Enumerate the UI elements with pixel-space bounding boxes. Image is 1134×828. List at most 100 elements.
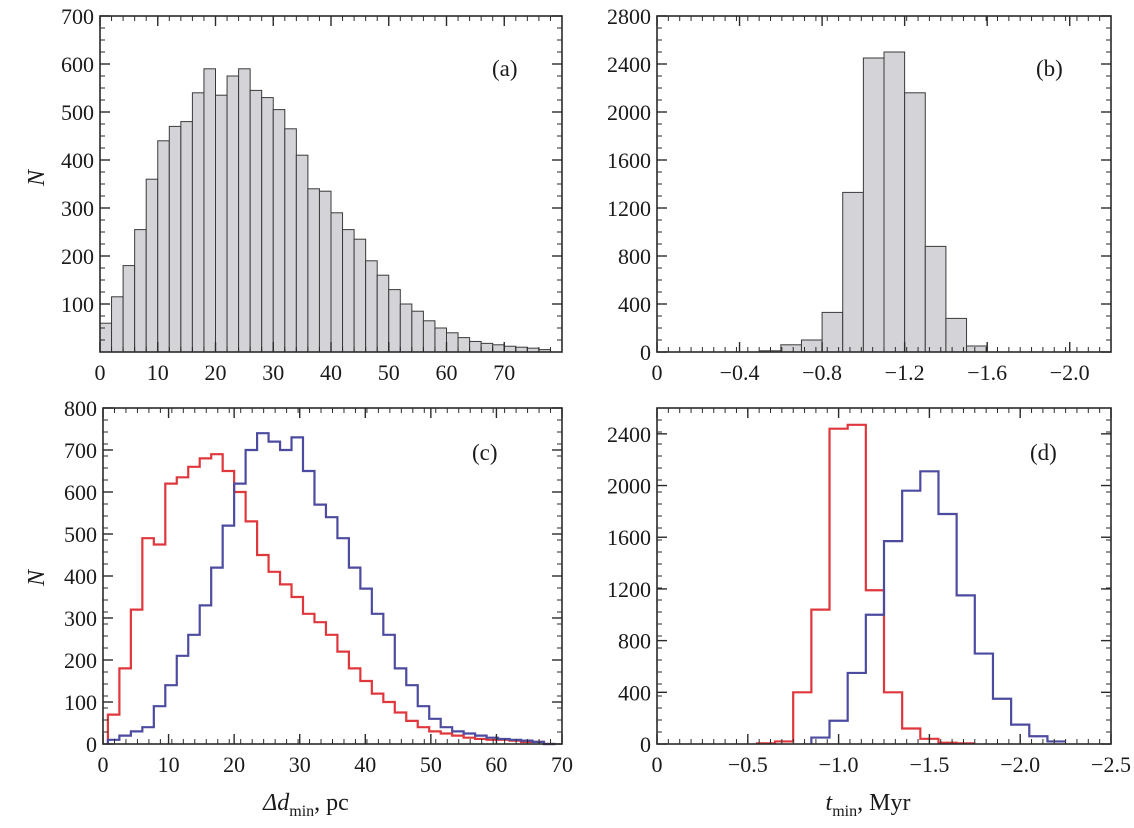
panel-c-xtick-label-5: 50 [420, 752, 442, 777]
panel-a-ytick-label-2: 300 [61, 196, 94, 221]
panel-d-label: (d) [1030, 440, 1057, 465]
panel-a-bar-15 [272, 109, 286, 353]
panel-a-bar-16 [284, 128, 297, 353]
panel-a-bar-31 [457, 337, 471, 353]
panel-a-bar-12 [238, 68, 251, 353]
panel-c-ticks [102, 407, 563, 745]
panel-c-x-axis-unit: , pc [314, 790, 349, 816]
panel-d-x-axis-symbol: t [826, 790, 834, 816]
panel-a-bar-30 [446, 332, 459, 353]
panel-b-bar-5 [862, 57, 885, 353]
panel-c-xtick-label-3: 30 [289, 752, 311, 777]
panel-a-bar-3 [134, 229, 147, 353]
panel-c-ytick-label-8: 800 [64, 396, 97, 421]
panel-c-x-axis-symbol: Δd [262, 790, 290, 816]
panel-b-label: (b) [1036, 56, 1063, 81]
panel-a-bar-7 [180, 121, 193, 353]
panel-a-bar-14 [261, 97, 274, 353]
panel-d-ytick-label-2: 800 [618, 629, 651, 654]
panel-c-y-axis-label: N [24, 568, 50, 587]
panel-c-x-axis-subscript: min [289, 803, 314, 820]
panel-b-bar-3 [821, 311, 844, 353]
panel-b-ytick-label-3: 1200 [607, 196, 651, 221]
panel-b-xtick-label-5: −2.0 [1050, 360, 1090, 385]
panel-a-ytick-label-6: 700 [61, 4, 94, 29]
panel-b-ytick-label-5: 2000 [607, 100, 651, 125]
panel-d-xtick-label-5: −2.5 [1091, 752, 1131, 777]
panel-a-ytick-label-1: 200 [61, 244, 94, 269]
panel-d-ytick-label-3: 1200 [607, 577, 651, 602]
panel-b-bars [759, 51, 988, 353]
panel-d-x-axis-subscript: min [832, 803, 857, 820]
panel-c-ytick-label-5: 500 [64, 522, 97, 547]
panel-b-ytick-label-4: 1600 [607, 148, 651, 173]
panel-d-lines [755, 423, 1066, 745]
panel-a-bar-2 [122, 265, 136, 353]
panel-b-tick-labels: 0 −0.4 −0.8 −1.2 −1.6 −2.0 0 400 800 1200 1600 2000… [607, 4, 1090, 385]
panel-b-ytick-label-1: 400 [618, 292, 651, 317]
panel-d-ytick-label-5: 2000 [607, 474, 651, 499]
panel-a-ticks [99, 15, 562, 352]
panel-a-bar-6 [168, 125, 182, 353]
panel-a-xtick-label-1: 10 [147, 360, 169, 385]
panel-a-bar-13 [249, 89, 263, 353]
panel-c: 0 10 20 30 40 50 60 700100200300400500600700800… [24, 396, 573, 820]
panel-a-xtick-label-4: 40 [320, 360, 342, 385]
panel-d-xtick-label-0: 0 [652, 752, 663, 777]
panel-a-bar-23 [365, 260, 378, 353]
panel-b: 0 −0.4 −0.8 −1.2 −1.6 −2.0 0 400 800 1200 1600 2000… [607, 4, 1112, 385]
panel-a-bar-32 [469, 340, 482, 353]
panel-d: 0 −0.5 −1.0 −1.5 −2.0 −2.5 0 400 800 1200 1600 2000… [607, 407, 1131, 820]
panel-a-xtick-label-0: 0 [95, 360, 106, 385]
panel-a-bar-25 [388, 289, 401, 353]
panel-d-xtick-label-2: −1.0 [819, 752, 859, 777]
panel-c-xtick-label-2: 20 [223, 752, 245, 777]
panel-c-ytick-label-7: 700 [64, 438, 97, 463]
panel-a-tick-labels: 0 10 20 30 40 50 60 70 100 200 300 400 500 600 700 [61, 4, 515, 385]
panel-c-xtick-label-0: 0 [98, 752, 109, 777]
panel-c-series-red-line [106, 453, 556, 746]
panel-c-ytick-label-6: 600 [64, 480, 97, 505]
panel-c-ytick-label-0: 0 [86, 732, 97, 757]
panel-d-ytick-label-4: 1600 [607, 525, 651, 550]
panel-d-xtick-label-3: −1.5 [909, 752, 949, 777]
panel-a-bar-18 [307, 188, 320, 353]
panel-a-y-axis-label: N [24, 168, 50, 187]
panel-a-bar-10 [215, 94, 228, 353]
panel-c-ytick-label-1: 100 [64, 690, 97, 715]
panel-a-bar-34 [492, 344, 505, 353]
panel-a-bar-17 [295, 154, 309, 353]
panel-d-xtick-label-1: −0.5 [728, 752, 768, 777]
panel-b-ytick-label-2: 800 [618, 244, 651, 269]
panel-d-series-red-line [755, 423, 975, 745]
panel-a-ytick-label-3: 400 [61, 148, 94, 173]
panel-b-bar-4 [842, 191, 864, 353]
panel-b-xtick-label-0: 0 [652, 360, 663, 385]
panel-d-tick-labels: 0 −0.5 −1.0 −1.5 −2.0 −2.5 0 400 800 1200 1600 2000… [607, 422, 1131, 777]
panel-c-series-blue-line [106, 432, 556, 746]
panel-a-bar-22 [353, 238, 367, 353]
panel-a-xtick-label-7: 70 [493, 360, 515, 385]
panel-c-xtick-label-1: 10 [158, 752, 180, 777]
panel-a-ytick-label-0: 100 [61, 292, 94, 317]
panel-d-x-axis-label: tmin, Myr [826, 790, 911, 820]
panel-b-xtick-label-3: −1.2 [885, 360, 925, 385]
panel-a-bar-28 [422, 320, 436, 353]
panel-d-xtick-label-4: −2.0 [1000, 752, 1040, 777]
panel-b-ytick-label-6: 2400 [607, 52, 651, 77]
panel-b-bar-1 [780, 344, 802, 353]
panel-b-ytick-label-0: 0 [640, 340, 651, 365]
panel-a-bars [99, 68, 551, 353]
panel-d-series-blue-line [810, 470, 1066, 744]
panel-a-bar-35 [503, 345, 517, 353]
panel-a-bar-21 [342, 229, 355, 353]
panel-b-xtick-label-1: −0.4 [720, 360, 760, 385]
panel-a-bar-1 [111, 296, 124, 353]
panel-b-xtick-label-4: −1.6 [967, 360, 1007, 385]
panel-b-bar-7 [904, 92, 926, 353]
panel-b-ticks [656, 15, 1111, 353]
panel-a-xtick-label-2: 20 [205, 360, 227, 385]
panel-a-xtick-label-6: 60 [436, 360, 458, 385]
